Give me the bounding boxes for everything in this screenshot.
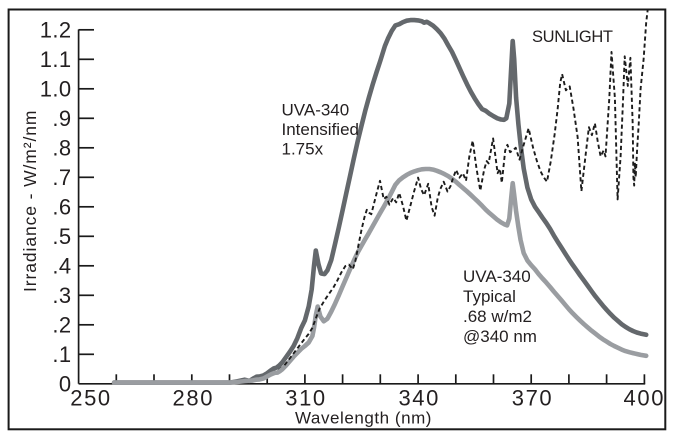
svg-text:.5: .5 bbox=[52, 224, 71, 249]
svg-text:UVA-340: UVA-340 bbox=[463, 267, 531, 286]
svg-text:Typical: Typical bbox=[463, 287, 516, 306]
svg-text:SUNLIGHT: SUNLIGHT bbox=[532, 28, 613, 46]
svg-text:Intensified: Intensified bbox=[282, 120, 360, 139]
svg-text:.7: .7 bbox=[52, 165, 71, 190]
svg-text:1.0: 1.0 bbox=[40, 76, 72, 101]
svg-text:.1: .1 bbox=[52, 342, 71, 367]
svg-text:0: 0 bbox=[59, 371, 72, 396]
svg-text:400: 400 bbox=[624, 386, 666, 411]
svg-text:@340 nm: @340 nm bbox=[463, 327, 537, 346]
svg-text:.6: .6 bbox=[52, 194, 71, 219]
svg-text:.8: .8 bbox=[52, 135, 71, 160]
svg-text:.4: .4 bbox=[52, 253, 71, 278]
svg-text:1.1: 1.1 bbox=[40, 47, 72, 72]
svg-text:UVA-340: UVA-340 bbox=[282, 101, 350, 120]
svg-text:280: 280 bbox=[173, 386, 215, 411]
svg-text:340: 340 bbox=[398, 386, 440, 411]
svg-text:370: 370 bbox=[512, 386, 554, 411]
svg-text:1.2: 1.2 bbox=[40, 17, 72, 42]
svg-text:310: 310 bbox=[285, 386, 327, 411]
svg-text:.3: .3 bbox=[52, 283, 71, 308]
svg-text:.2: .2 bbox=[52, 312, 71, 337]
svg-text:250: 250 bbox=[70, 386, 112, 411]
svg-text:Wavelength (nm): Wavelength (nm) bbox=[295, 408, 432, 427]
svg-text:.9: .9 bbox=[52, 106, 71, 131]
svg-text:1.75x: 1.75x bbox=[282, 140, 324, 159]
svg-text:.68 w/m2: .68 w/m2 bbox=[463, 307, 532, 326]
svg-text:Irradiance - W/m²/nm: Irradiance - W/m²/nm bbox=[20, 110, 40, 292]
